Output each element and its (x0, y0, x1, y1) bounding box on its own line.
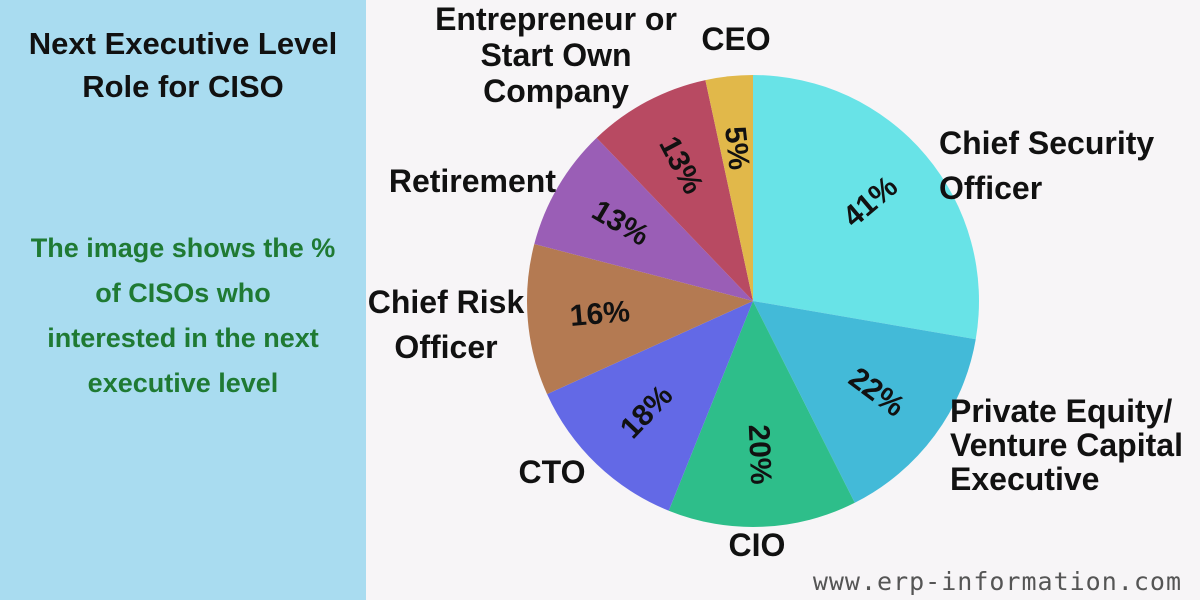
pie-slice (534, 137, 753, 301)
category-labels: Chief Security Officer Private Equity/Vent… (368, 1, 1183, 563)
category-label-line: Officer (394, 329, 497, 365)
category-label-line: Private Equity/ (950, 393, 1172, 429)
pie-slice (547, 301, 753, 511)
category-label-line: Executive (950, 461, 1099, 497)
pie-slice (596, 80, 753, 301)
pie-slice (668, 301, 855, 527)
percentage-labels: 41%22%20%18%16%13%13% 5% (569, 125, 911, 485)
slice-percentage-label: 16% (569, 295, 632, 333)
chart-description: The image shows the % of CISOs who inter… (0, 226, 366, 406)
pie-chart: 41%22%20%18%16%13%13% 5% Chief Security Of… (368, 1, 1183, 563)
category-label-line: CTO (519, 454, 586, 490)
description-line: interested in the next (47, 323, 319, 353)
category-label-line: CIO (729, 527, 786, 563)
slice-category-label: Retirement (389, 163, 557, 199)
category-label-line: Start Own (480, 37, 631, 73)
category-label-line: Venture Capital (950, 427, 1183, 463)
category-label-line: Chief Risk (368, 284, 525, 320)
category-label-line: Officer (939, 170, 1042, 206)
category-label-line: Chief Security (939, 125, 1154, 161)
description-line: executive level (87, 368, 279, 398)
slice-category-label: Chief Risk Officer (368, 284, 525, 365)
description-line: The image shows the % (30, 233, 336, 263)
title-line: Role for CISO (82, 69, 284, 104)
title-line: Next Executive Level (28, 26, 338, 61)
pie-slices (526, 75, 980, 527)
slice-percentage-label: 20% (742, 424, 777, 485)
slice-category-label: CIO (729, 527, 786, 563)
slice-percentage-label: 5% (718, 125, 755, 172)
pie-slice (753, 75, 980, 340)
slice-category-label: Private Equity/Venture Capital Executive (950, 393, 1183, 497)
pie-slice (753, 301, 976, 503)
pie-slice (705, 75, 753, 301)
category-label-line: CEO (701, 21, 770, 57)
watermark: www.erp-information.com (812, 567, 1182, 596)
pie-slice (526, 244, 753, 395)
category-label-line: Entrepreneur or (435, 1, 677, 37)
slice-category-label: CEO (701, 21, 770, 57)
category-label-line: Company (483, 73, 629, 109)
info-panel: Next Executive Level Role for CISO The i… (0, 0, 366, 600)
slice-category-label: CTO (519, 454, 586, 490)
category-label-line: Retirement (389, 163, 557, 199)
chart-title: Next Executive Level Role for CISO (0, 22, 366, 108)
slice-category-label: Entrepreneur or Start Own Company (435, 1, 677, 109)
description-line: of CISOs who (95, 278, 271, 308)
slice-category-label: Chief Security Officer (939, 125, 1154, 206)
